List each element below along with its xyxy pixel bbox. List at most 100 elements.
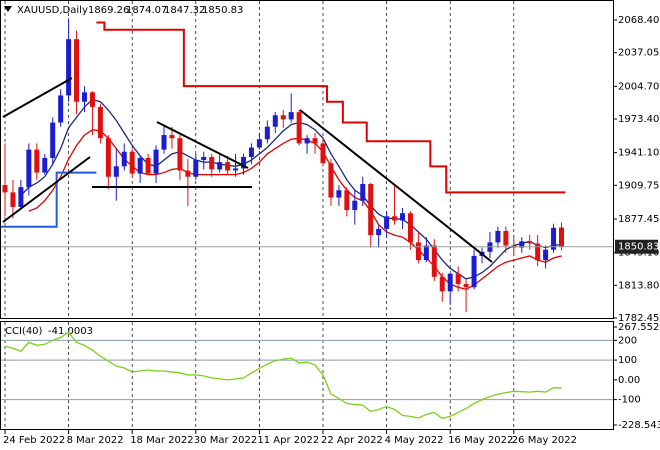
x-tick-label: 22 Apr 2022 [321,435,383,446]
candle-body [503,230,509,246]
candle-body [336,190,342,198]
candle-body [527,241,533,244]
candle-body [153,149,159,174]
candle-body [193,160,199,177]
ohlc-high: 1874.07 [126,5,167,16]
candle-body [392,216,398,221]
candle-body [2,185,8,193]
candle-body [495,230,501,243]
x-tick-label: 26 May 2022 [512,435,577,446]
ohlc-open: 1869.26 [88,5,129,16]
y-tick-label: 0.00 [618,375,640,386]
trendline [2,77,73,118]
candle-body [137,157,143,174]
candle-body [344,190,350,211]
cci-value: -41.0003 [48,326,93,337]
candle-body [415,242,421,261]
candle-body [400,213,405,221]
candle-body [105,138,111,177]
y-tick-label: 267.5525 [618,322,660,333]
candle-body [519,241,525,248]
cci-panel [0,321,614,430]
candle-body [18,187,24,207]
menu-arrow [4,6,12,12]
candle-body [241,156,246,169]
y-tick-label: 1877.45 [618,214,659,225]
x-tick-label: 30 Mar 2022 [194,435,257,446]
moving-average [20,98,562,280]
y-tick-label: 100 [618,355,637,366]
y-tick-label: 1813.80 [618,280,659,291]
candle-body [288,112,294,120]
y-tick-label: 2037.05 [618,48,659,59]
candle-body [89,92,95,107]
candle-body [455,273,461,285]
x-tick-label: 24 Feb 2022 [3,435,65,446]
candle-body [535,243,541,261]
ohlc-low: 1847.32 [164,5,205,16]
symbol-title: XAUUSD,Daily [17,5,88,16]
y-tick-label: 1782.45 [618,313,659,324]
y-tick-label: 1973.40 [618,114,659,125]
candle-body [559,227,564,247]
trendlines [2,77,493,263]
candle-body [185,170,191,177]
x-tick-label: 11 Apr 2022 [257,435,319,446]
candle-body [217,162,223,170]
candle-body [121,151,127,167]
last-price-label: 1850.83 [618,242,659,253]
candle-body [248,147,254,157]
candle-body [66,39,72,96]
candle-body [423,245,429,261]
candle-body [272,115,278,127]
candle-body [26,149,32,188]
candle-body [543,249,549,261]
last-price-box [615,239,658,254]
x-tick-label: 18 Mar 2022 [130,435,193,446]
y-tick-label: 200 [618,335,637,346]
candle-body [225,162,231,171]
candle-body [328,163,334,198]
candle-body [82,92,87,102]
candle-body [551,227,557,250]
candle-body [97,106,103,139]
candle-body [352,200,358,211]
candle-body [177,138,183,171]
candle-body [463,284,469,288]
candle-body [50,122,56,158]
y-tick-label: 1941.10 [618,148,659,159]
candle-body [161,135,167,150]
trendline [156,121,249,169]
x-tick-label: 4 May 2022 [385,435,444,446]
candle-body [113,166,119,177]
candle-body [10,192,16,207]
candle-body [447,273,453,292]
candle-body [169,135,175,139]
x-tick-label: 16 May 2022 [448,435,513,446]
y-tick-label: 2004.70 [618,81,659,92]
candle-body [376,228,382,236]
candle-body [431,245,437,277]
ohlc-close: 1850.83 [202,5,243,16]
candle-body [74,39,80,102]
candle-body [407,213,413,243]
candle-body [264,126,270,140]
candle-body [201,156,207,161]
candle-body [368,184,374,236]
candle-body [129,151,135,174]
y-tick-label: -100 [618,395,641,406]
y-tick-label: 2068.40 [618,15,659,26]
candle-body [34,149,40,173]
y-tick-label: -228.5432 [618,420,660,431]
stop-line [1,171,97,228]
candle-body [384,216,390,229]
candle-body [280,115,286,120]
price-panel [0,0,614,319]
candle-body [320,143,326,164]
candle-body [312,138,318,144]
candle-body [256,139,262,148]
candle-body [296,112,302,144]
candle-body [58,95,64,123]
